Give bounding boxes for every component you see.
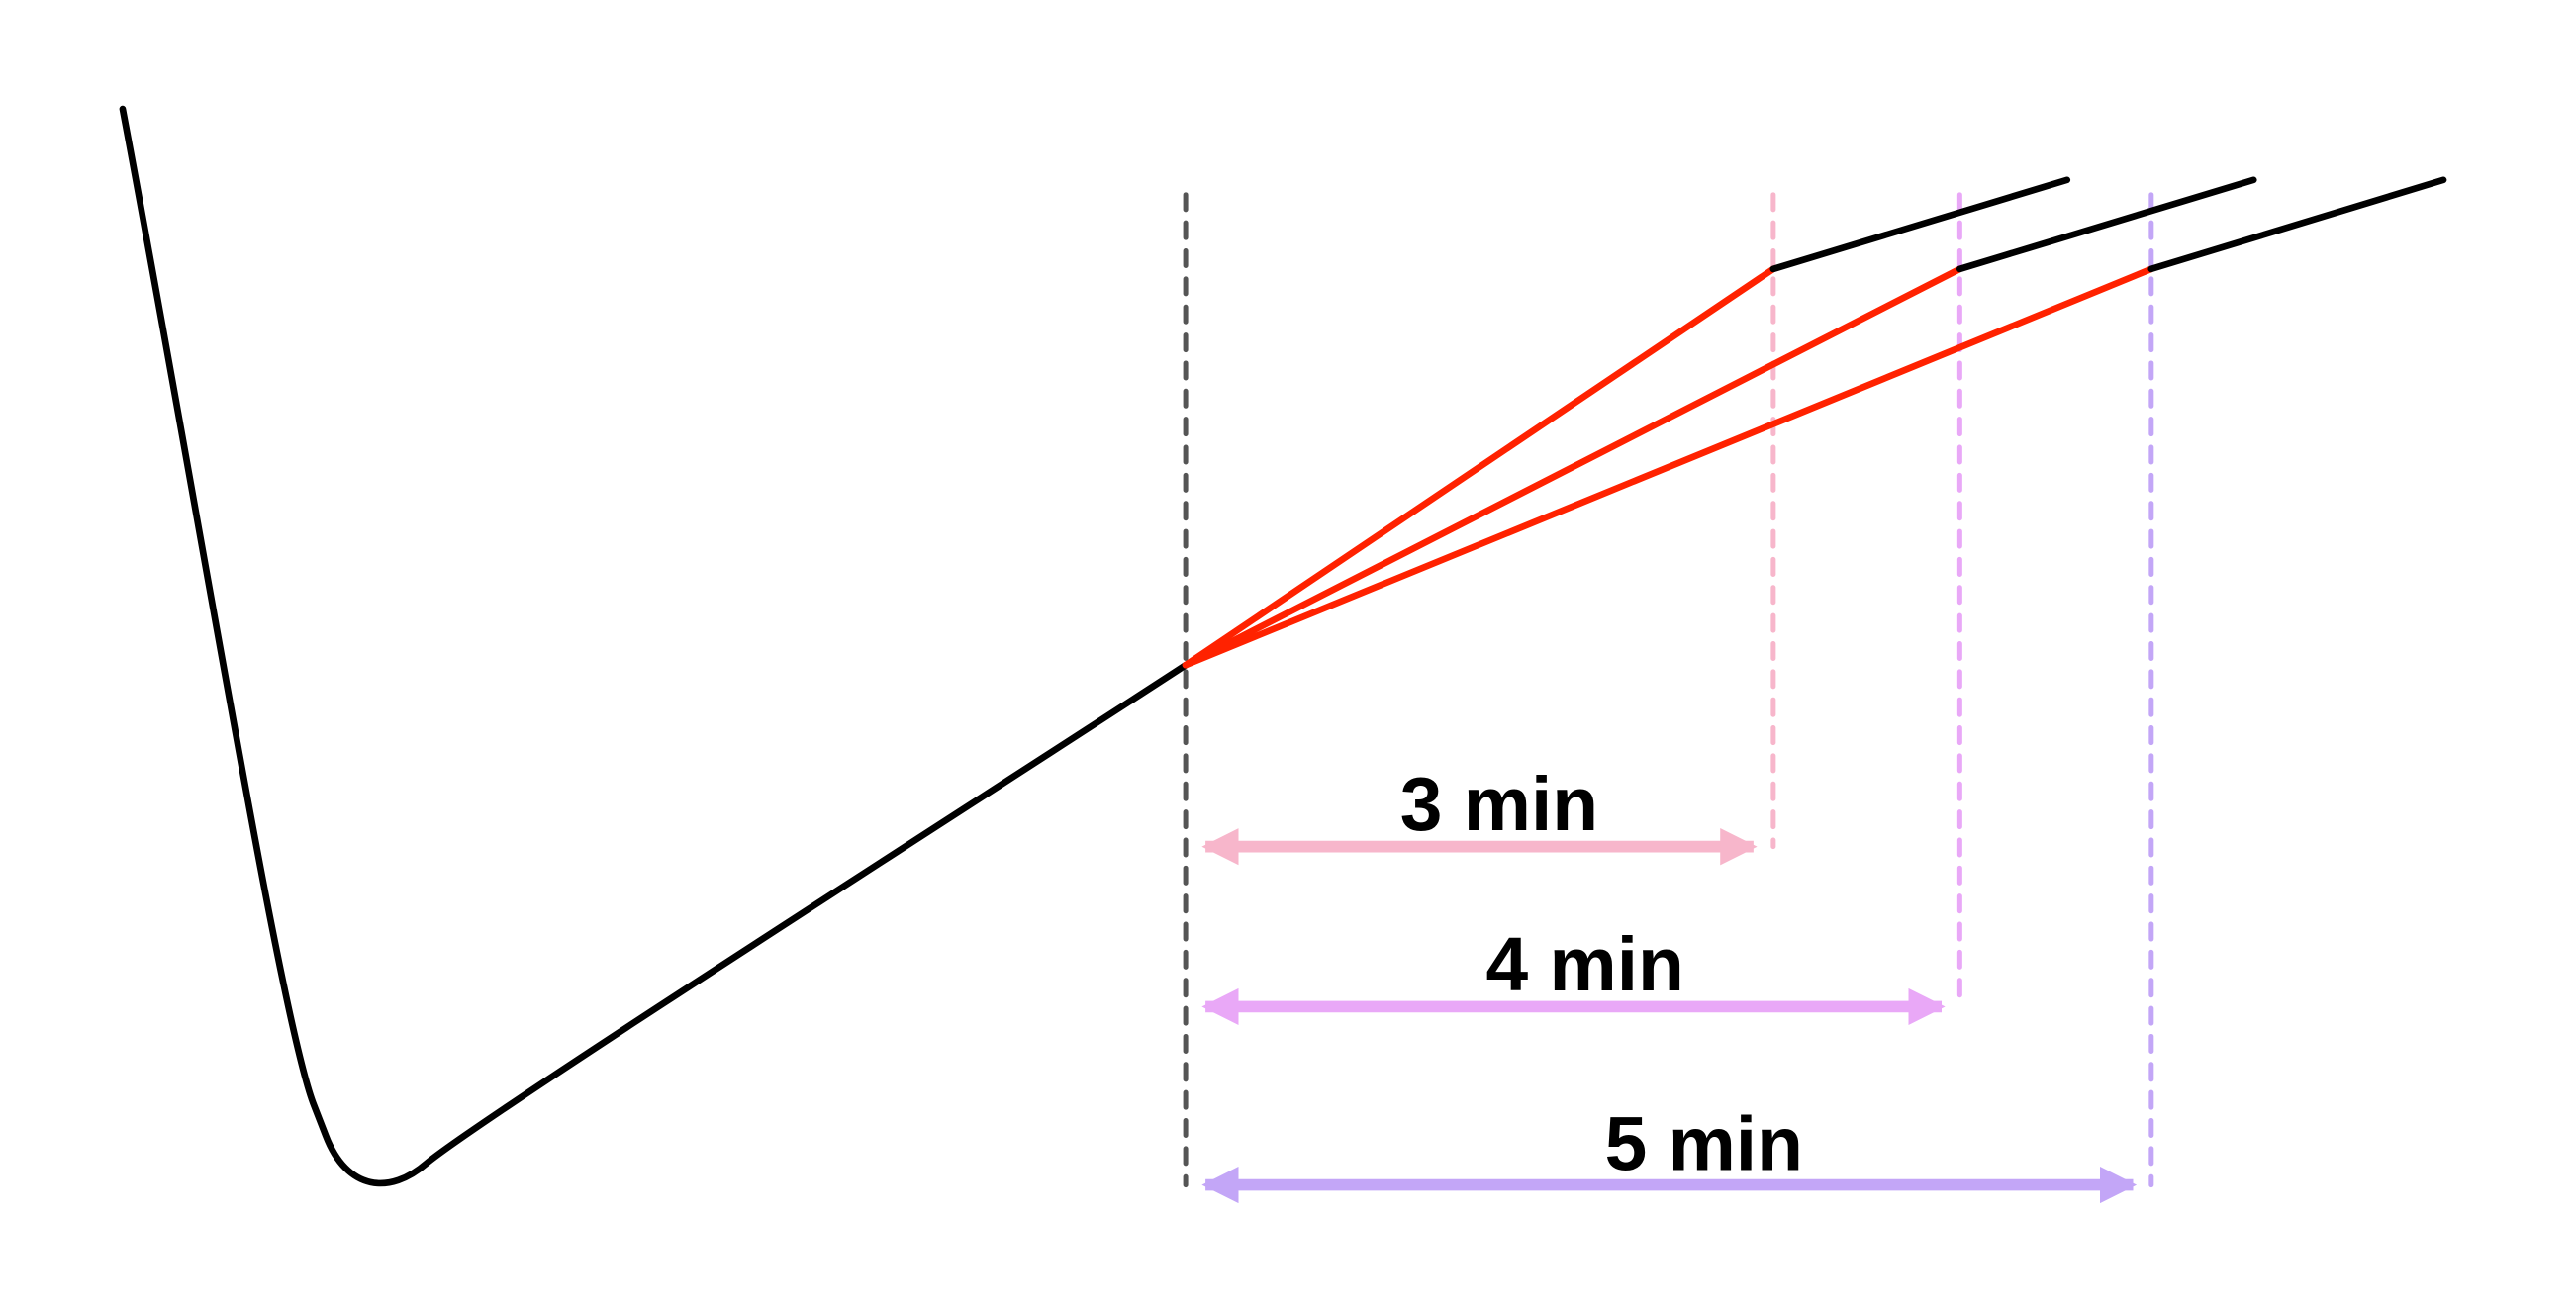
fan-line-4-min [1182,265,1963,669]
continuation-5-min [2147,176,2447,273]
continuation-4-min [1956,176,2257,273]
label-4-min: 4 min [1486,923,1684,1007]
label-3-min: 3 min [1400,763,1598,847]
fan-line-3-min [1182,265,1777,669]
continuation-3-min [1769,176,2071,273]
main-curve [119,105,1190,1187]
fan-line-5-min [1182,265,2155,669]
label-5-min: 5 min [1605,1103,1803,1187]
